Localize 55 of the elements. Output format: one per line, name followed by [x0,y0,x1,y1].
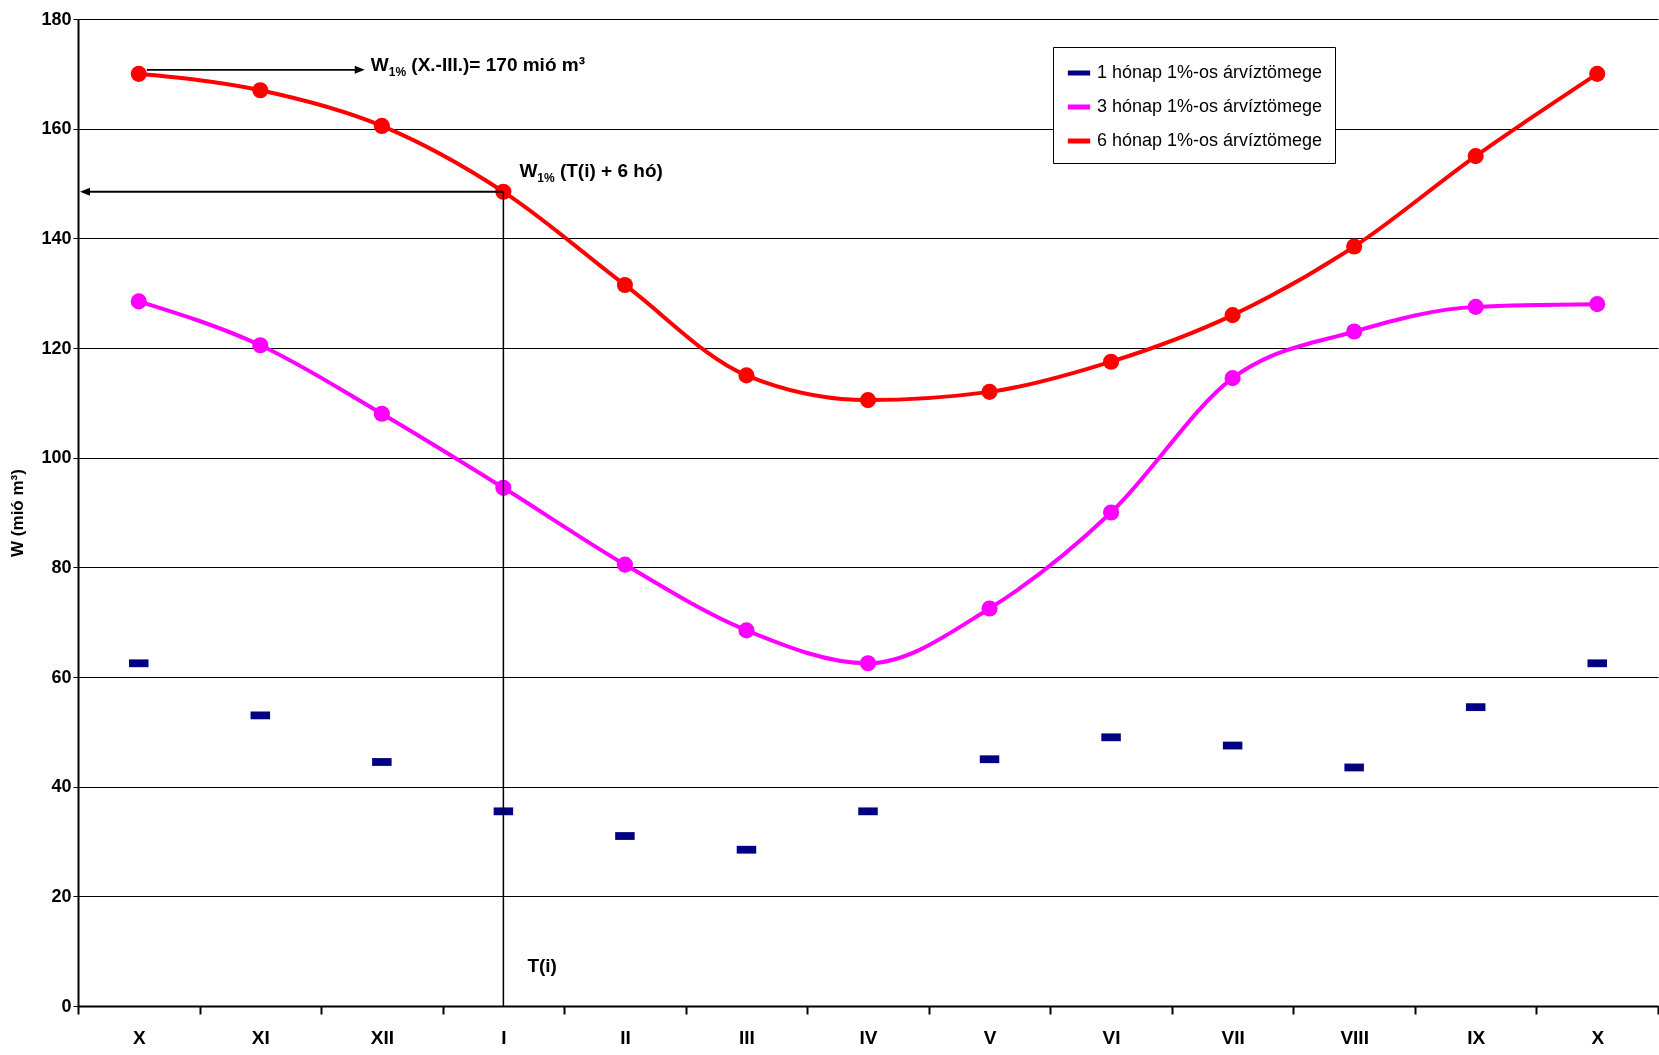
y-tick-label: 120 [41,337,72,358]
point [1224,307,1241,324]
point [373,405,390,422]
point [252,337,269,354]
legend-label: 3 hónap 1%-os árvíztömege [1097,96,1323,116]
point [981,383,998,400]
point [1224,370,1241,387]
point [495,479,512,496]
point [616,556,633,573]
point [1589,65,1606,82]
y-tick-label: 40 [51,776,72,797]
y-tick-label: 180 [41,8,72,29]
x-tick-label: VII [1221,1026,1245,1048]
x-tick-label: II [620,1026,631,1048]
point [1589,296,1606,313]
point [130,293,147,310]
point [738,367,755,384]
x-tick-label: I [501,1026,507,1048]
x-tick-label: IV [859,1026,878,1048]
y-tick-label: 60 [51,666,72,687]
x-tick-label: III [739,1026,755,1048]
y-tick-label: 160 [41,118,72,139]
point [1346,238,1363,255]
point [1103,504,1120,521]
x-tick-label: XI [251,1026,270,1048]
point [738,622,755,639]
y-tick-label: 80 [51,556,72,577]
point [981,600,998,617]
point [252,82,269,99]
x-tick-label: IX [1467,1026,1486,1048]
point [373,117,390,134]
point [1467,148,1484,165]
x-tick-label: V [983,1026,997,1048]
point [859,392,877,409]
point [1467,298,1484,315]
y-tick-label: 140 [41,227,72,248]
ref-line-label: T(i) [527,955,557,977]
y-tick-label: 100 [41,447,72,468]
legend-label: 1 hónap 1%-os árvíztömege [1097,62,1323,82]
legend-label: 6 hónap 1%-os árvíztömege [1097,130,1323,150]
annotation: W$_{1%}$ (T(i) + 6 hó) [519,159,663,185]
point [859,655,877,672]
annotation: W$_{1%}$ (X.-III.)= 170 mió m³ [370,53,586,79]
point [130,65,147,82]
y-axis-title: W (mió m³) [8,469,28,557]
point [1103,353,1120,370]
point [1346,323,1363,340]
x-tick-label: VI [1102,1026,1121,1048]
x-tick-label: X [1591,1026,1605,1048]
y-tick-label: 20 [51,885,72,906]
x-tick-label: X [132,1026,146,1048]
x-tick-label: VIII [1340,1026,1369,1048]
y-tick-label: 0 [61,995,72,1016]
x-tick-label: XII [370,1026,394,1048]
point [616,276,633,293]
